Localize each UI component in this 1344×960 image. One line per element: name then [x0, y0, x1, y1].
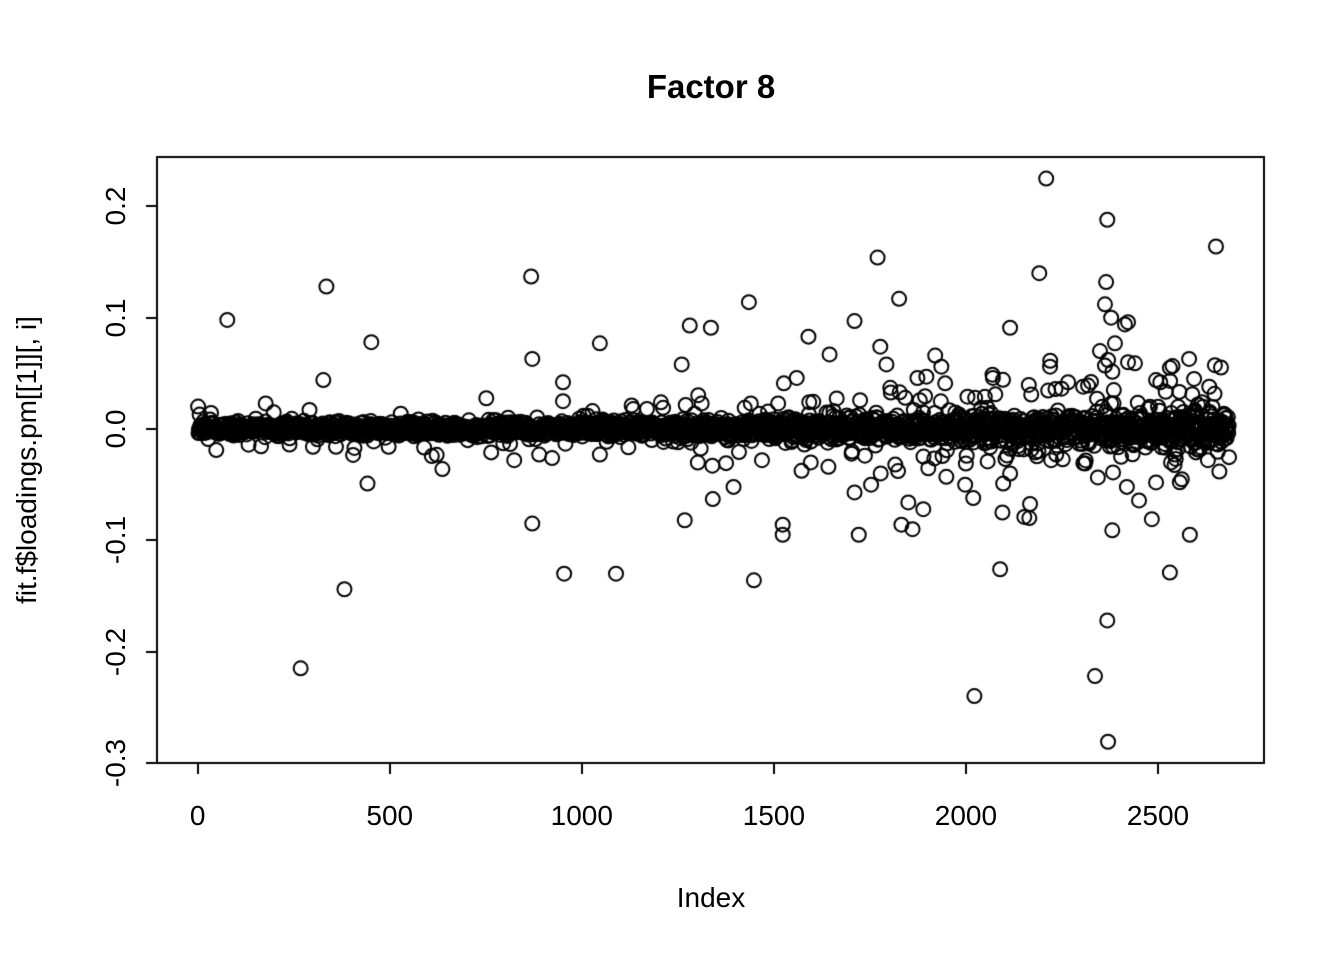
x-tick-label: 2500: [1126, 800, 1190, 831]
y-tick-label: -0.3: [100, 738, 131, 787]
x-tick-label: 1000: [550, 800, 613, 831]
x-tick-label: 2000: [934, 800, 998, 831]
y-tick-label: -0.2: [100, 627, 131, 676]
y-axis-label: fit.f$loadings.pm[[1]][, i]: [11, 316, 42, 604]
x-axis-label: Index: [676, 882, 746, 913]
x-tick-label: 1500: [742, 800, 806, 831]
y-tick-label: 0.2: [100, 186, 131, 226]
chart-title: Factor 8: [646, 68, 776, 105]
y-tick-label: -0.1: [100, 516, 131, 565]
y-tick-label: 0.1: [100, 298, 131, 338]
x-tick-label: 500: [366, 800, 414, 831]
y-tick-label: 0.0: [100, 409, 131, 449]
x-tick-label: 0: [189, 800, 206, 831]
